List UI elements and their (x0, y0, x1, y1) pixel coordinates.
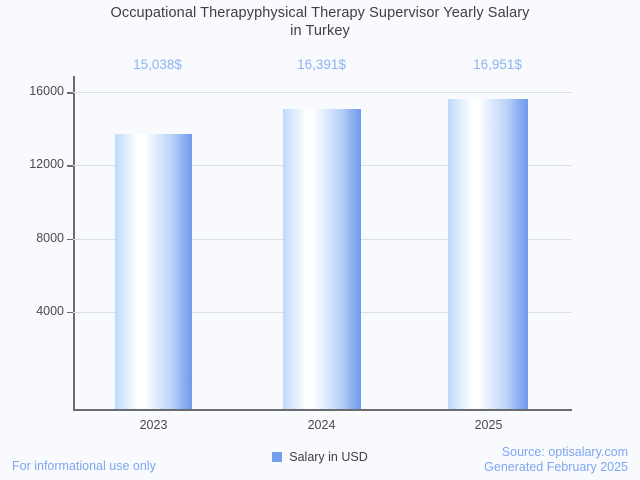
bar-value-2023: 15,038$ (133, 57, 182, 72)
disclaimer-text: For informational use only (12, 459, 156, 473)
bar-value-2024: 16,391$ (297, 57, 346, 72)
x-tick-label-2023: 2023 (139, 418, 168, 432)
x-tick-label-2024: 2024 (307, 418, 336, 432)
gridline-16000 (73, 92, 572, 94)
bar-value-2025: 16,951$ (473, 57, 522, 72)
plot-area: 16000 12000 8000 4000 (29, 76, 572, 409)
chart-legend: Salary in USD (0, 450, 640, 464)
y-tick-label-16000: 16000 (29, 84, 64, 99)
source-info: Source: optisalary.com Generated Februar… (484, 445, 628, 475)
bar-2023[interactable] (115, 134, 192, 409)
source-text: Source: optisalary.com (501, 445, 628, 459)
x-axis-line (73, 409, 572, 411)
tick-mark-16000 (67, 92, 73, 94)
y-tick-label-8000: 8000 (36, 230, 64, 245)
chart-title-line-1: Occupational Therapyphysical Therapy Sup… (110, 5, 530, 21)
legend-swatch-icon (272, 452, 283, 462)
chart-title: Occupational Therapyphysical Therapy Sup… (70, 4, 570, 40)
tick-mark-12000 (67, 165, 73, 167)
y-tick-label-4000: 4000 (36, 303, 64, 318)
bar-2025[interactable] (448, 99, 528, 409)
legend-item-label: Salary in USD (289, 450, 368, 464)
tick-mark-4000 (67, 311, 73, 314)
chart-title-line-2: in Turkey (290, 23, 350, 39)
x-tick-label-2025: 2025 (474, 418, 503, 432)
y-axis-line (73, 76, 75, 410)
bar-2024[interactable] (283, 109, 361, 409)
y-tick-label-12000: 12000 (29, 157, 64, 172)
generated-text: Generated February 2025 (484, 460, 628, 474)
tick-mark-8000 (67, 238, 73, 240)
